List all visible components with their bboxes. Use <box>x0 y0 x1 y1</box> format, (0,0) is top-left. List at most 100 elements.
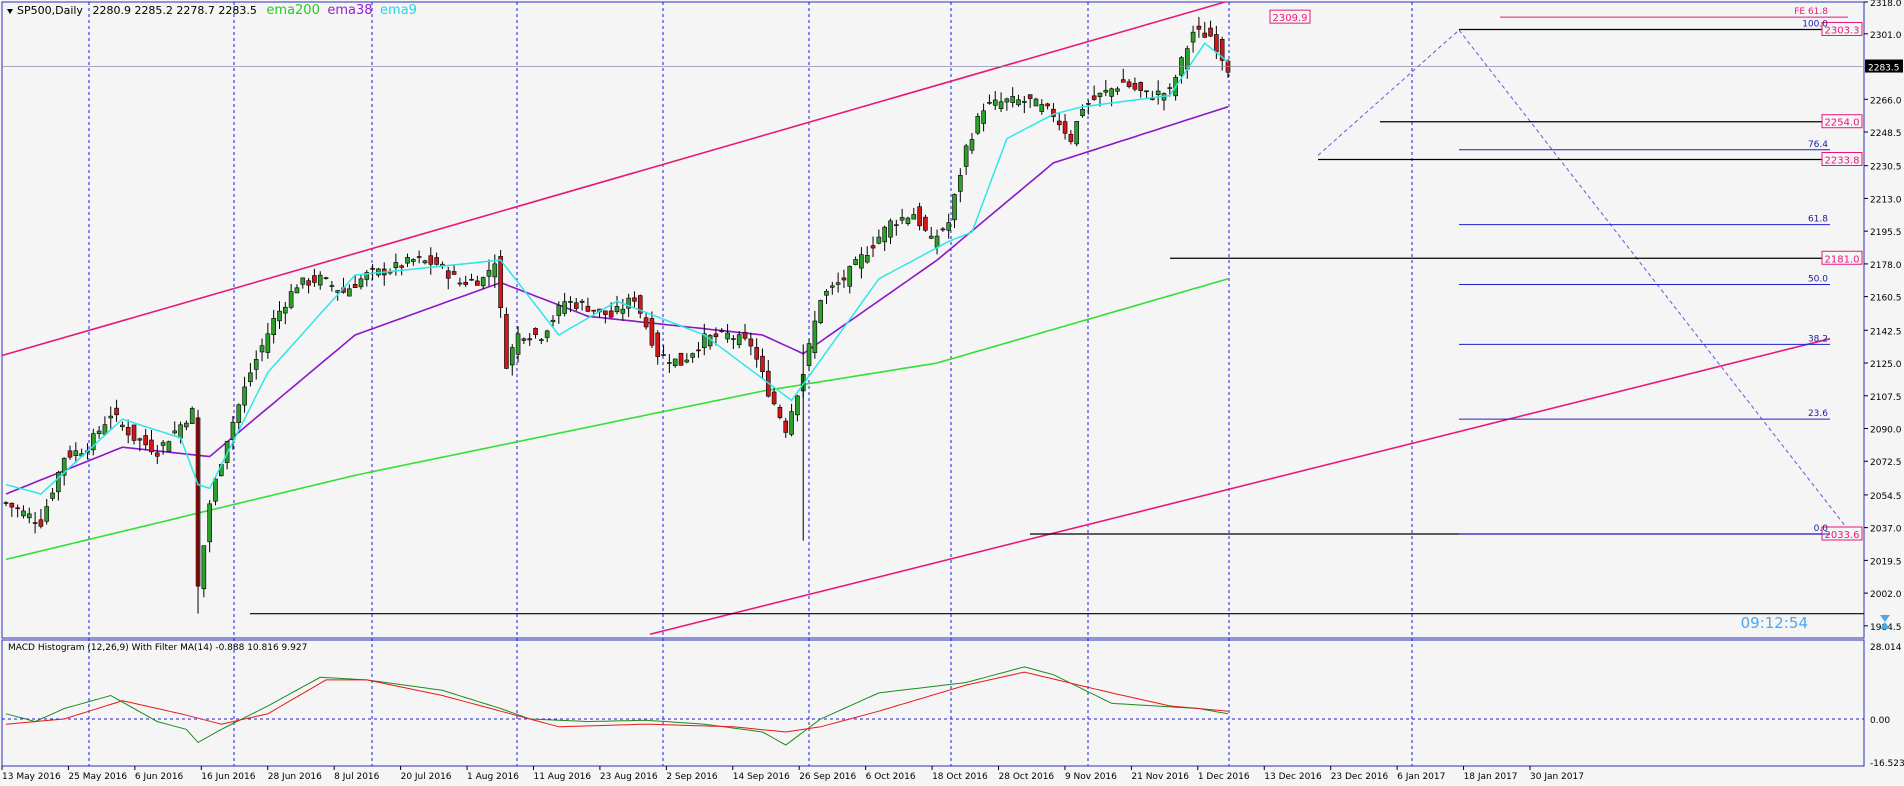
candle-body <box>120 424 125 428</box>
candle-body <box>684 359 690 363</box>
candle-body <box>253 359 259 370</box>
price-tick-label: 2072.5 <box>1870 458 1902 468</box>
candle-body <box>50 492 55 499</box>
candle-body <box>859 254 864 269</box>
candle-body <box>1138 82 1144 91</box>
candle-body <box>154 452 160 457</box>
date-axis: 13 May 2016 25 May 2016 6 Jun 2016 16 Jun 2… <box>1 766 1584 782</box>
candle-body <box>248 372 253 383</box>
macd-filter-ma-line <box>5 671 1229 733</box>
level-label: 2309.9 <box>1273 13 1308 24</box>
candle-body <box>1109 88 1114 97</box>
candle-body <box>1033 98 1039 107</box>
candle-body <box>149 439 154 453</box>
candle-body <box>835 282 841 285</box>
price-tick-label: 2090.0 <box>1870 425 1902 435</box>
candle-body <box>847 266 853 287</box>
candle-body <box>818 300 823 324</box>
price-tick-label: 2230.5 <box>1870 163 1902 173</box>
candle-body <box>312 275 317 283</box>
candle-body <box>486 269 492 277</box>
price-axis: 2318.0 2301.0 2283.5 2266.0 2248.5 2230.5 2213… <box>1864 0 1903 633</box>
candle-body <box>643 317 649 328</box>
date-tick-label: 11 Aug 2016 <box>533 772 591 782</box>
fib-level-label: 0.0 <box>1814 524 1829 534</box>
candle-body <box>667 362 672 364</box>
candle-body <box>911 214 917 220</box>
candle-body <box>1039 104 1045 112</box>
dropdown-triangle-icon[interactable] <box>7 9 13 14</box>
candle-body <box>207 503 212 543</box>
candle-body <box>1004 98 1010 103</box>
candle-body <box>1080 109 1085 117</box>
candle-body <box>917 206 922 227</box>
candle-body <box>783 420 789 433</box>
price-tick-label: 2178.0 <box>1870 261 1902 271</box>
candle-body <box>300 277 306 285</box>
ema38-line <box>5 106 1229 495</box>
ohlc-values: 2280.9 2285.2 2278.7 2283.5 <box>92 4 256 17</box>
candle-body <box>416 256 422 258</box>
candle-body <box>1010 96 1015 103</box>
date-tick-label: 26 Sep 2016 <box>799 772 856 782</box>
fib-level-label: FE 61.8 <box>1794 7 1828 17</box>
ema38-legend: ema38 <box>327 3 372 18</box>
candle-body <box>963 145 969 167</box>
vertical-gridlines <box>88 2 1413 766</box>
candle-body <box>550 319 556 323</box>
candle-body <box>899 217 905 221</box>
level-label-box <box>1821 21 1863 36</box>
candle-body <box>940 228 946 231</box>
ema38-path <box>5 106 1229 495</box>
price-tick-label: 2125.0 <box>1870 360 1902 370</box>
level-label-box <box>1269 9 1311 24</box>
price-tick-label: 2142.5 <box>1870 327 1902 337</box>
candle-body <box>1214 34 1219 53</box>
level-label: 2181.0 <box>1825 254 1860 265</box>
date-tick-label: 6 Oct 2016 <box>866 772 916 782</box>
candle-body <box>1202 32 1208 38</box>
candle-body <box>480 277 486 287</box>
candle-body <box>789 411 794 435</box>
candle-body <box>352 284 358 289</box>
candle-body <box>754 347 759 360</box>
candle-body <box>1056 120 1062 126</box>
date-tick-label: 20 Jul 2016 <box>401 772 452 782</box>
candle-body <box>573 302 579 309</box>
candle-body <box>1196 25 1202 30</box>
candle-body <box>701 333 707 349</box>
candle-body <box>329 285 335 287</box>
candle-body <box>1167 87 1173 89</box>
ema9-path <box>5 42 1229 495</box>
candle-body <box>748 338 754 347</box>
candle-body <box>824 291 829 296</box>
date-tick-label: 18 Oct 2016 <box>932 772 988 782</box>
candle-body <box>393 262 399 269</box>
candle-body <box>812 320 818 354</box>
horizontal-levels: 2309.9 2303.3 2254.0 2233.8 2181.0 2033.6 <box>1030 9 1863 541</box>
candle-body <box>1086 102 1091 105</box>
chart-header: SP500,Daily 2280.9 2285.2 2278.7 2283.5 … <box>7 3 417 18</box>
candle-body <box>108 415 114 419</box>
candle-body <box>143 435 148 446</box>
candle-body <box>731 338 736 340</box>
level-label: 2303.3 <box>1825 25 1860 36</box>
fib-trend-line <box>1317 29 1460 156</box>
fib-level-label: 100.0 <box>1802 19 1828 29</box>
candle-body <box>649 318 655 346</box>
date-tick-label: 23 Dec 2016 <box>1331 772 1389 782</box>
date-tick-label: 1 Dec 2016 <box>1198 772 1250 782</box>
price-tick-label: 2037.0 <box>1870 525 1902 535</box>
candle-body <box>463 281 469 285</box>
candle-body <box>678 352 684 366</box>
candle-body <box>841 277 847 281</box>
candle-body <box>1144 90 1149 93</box>
candle-body <box>655 332 661 357</box>
candle-body <box>626 297 631 309</box>
candle-body <box>213 478 218 502</box>
candle-body <box>620 308 626 314</box>
ema9-line <box>5 42 1229 495</box>
candle-body <box>760 355 765 373</box>
